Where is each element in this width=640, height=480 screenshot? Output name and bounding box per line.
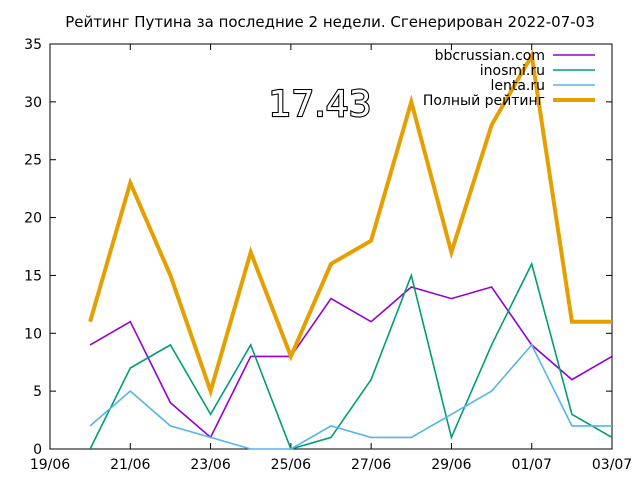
series-line-1: [89, 261, 613, 450]
y-tick-label: 15: [24, 268, 42, 284]
x-tick-label: 27/06: [351, 457, 391, 473]
y-tick-label: 10: [24, 326, 42, 342]
legend-label-3: Полный рейтинг: [423, 93, 545, 109]
legend-label-0: bbcrussian.com: [435, 48, 545, 64]
chart-title: Рейтинг Путина за последние 2 недели. Сг…: [65, 13, 594, 31]
y-tick-label: 20: [24, 211, 42, 227]
y-tick-label: 35: [24, 37, 42, 53]
x-tick-label: 03/07: [592, 457, 632, 473]
axes: 0 5 10 15 20 25 30 35 19/06 21/06 23/06 25/06 27/06 2…: [24, 37, 632, 473]
y-tick-label: 30: [24, 95, 42, 111]
plot-frame: [49, 43, 613, 450]
y-tick-label: 0: [33, 442, 42, 458]
series-line-2: [89, 343, 612, 450]
overlay-value: 17.43: [268, 84, 371, 125]
y-tick-label: 5: [33, 384, 42, 400]
legend-label-2: lenta.ru: [490, 78, 545, 94]
series-line-3: [88, 49, 612, 398]
x-tick-label: 01/07: [512, 457, 552, 473]
legend-label-1: inosmi.ru: [480, 63, 545, 79]
x-tick-label: 21/06: [110, 457, 150, 473]
x-tick-label: 19/06: [30, 457, 70, 473]
series-line-0: [89, 286, 613, 439]
x-tick-label: 25/06: [271, 457, 311, 473]
x-tick-label: 29/06: [431, 457, 471, 473]
y-tick-label: 25: [24, 153, 42, 169]
series-lines: [88, 49, 613, 450]
x-tick-label: 23/06: [190, 457, 230, 473]
